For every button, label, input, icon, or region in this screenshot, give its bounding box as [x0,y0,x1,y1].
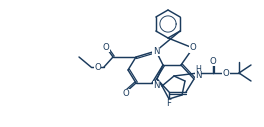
Text: N: N [153,82,160,91]
Text: O: O [122,90,129,99]
Text: H: H [195,66,201,75]
Text: O: O [190,44,196,52]
Text: N: N [195,70,201,80]
Text: O: O [94,62,101,72]
Text: F: F [167,99,172,108]
Text: O: O [210,57,216,66]
Text: O: O [223,68,229,77]
Text: O: O [103,43,109,52]
Text: N: N [153,46,159,55]
